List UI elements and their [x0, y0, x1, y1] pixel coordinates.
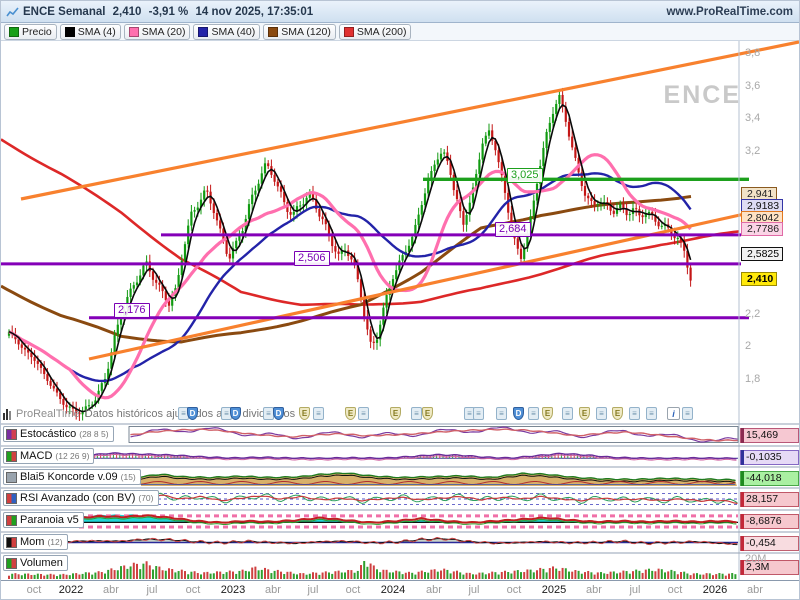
event-icon-report[interactable]: ≡ — [358, 407, 369, 420]
event-icon-report[interactable]: ≡ — [629, 407, 640, 420]
prorealtime-window: ENCE Semanal 2,410 -3,91 % 14 nov 2025, … — [0, 0, 800, 600]
indicator-name: Blai5 Koncorde v.09 — [20, 471, 118, 483]
indicator-label-paranoia[interactable]: Paranoia v5 — [3, 512, 84, 528]
value-pill-bar — [741, 471, 744, 486]
value-pill-bar — [741, 560, 744, 575]
xaxis-label-2026[interactable]: 2026 — [703, 584, 727, 596]
value-pill-bar — [741, 450, 744, 465]
indicator-value-paranoia: -8,6876 — [740, 514, 799, 529]
indicator-icon — [6, 429, 17, 440]
indicator-icon — [6, 537, 17, 548]
volume-grid-label: 20M — [745, 553, 766, 565]
event-icon-report[interactable]: ≡ — [496, 407, 507, 420]
price-axis-label: 3,8 — [745, 47, 760, 59]
sma-line-200 — [1, 139, 739, 304]
xaxis-label-oct[interactable]: oct — [668, 584, 683, 596]
indicator-name: MACD — [20, 450, 52, 462]
xaxis-label-abr[interactable]: abr — [586, 584, 602, 596]
xaxis-label-oct[interactable]: oct — [507, 584, 522, 596]
price-pill-2_7786: 2,7786 — [741, 222, 783, 236]
value-pill-bar — [741, 428, 744, 443]
indicator-params: (12) — [47, 537, 62, 547]
indicator-params: (28 8 5) — [79, 429, 108, 439]
price-pill-2_5825: 2,5825 — [741, 247, 783, 261]
indicator-value-koncorde: -44,018 — [740, 471, 799, 486]
indicator-label-volume[interactable]: Volumen — [3, 555, 68, 571]
line-value-label[interactable]: 2,684 — [495, 222, 531, 237]
indicator-value-macd: -0,1035 — [740, 450, 799, 465]
xaxis-label-jul[interactable]: jul — [468, 584, 479, 596]
indicator-value-stoch: 15,469 — [740, 428, 799, 443]
event-icon-report[interactable]: ≡ — [646, 407, 657, 420]
value-pill-bar — [741, 514, 744, 529]
trendline-upper — [21, 42, 799, 199]
xaxis-label-abr[interactable]: abr — [747, 584, 763, 596]
indicator-params: (12 26 9) — [55, 451, 89, 461]
price-axis-label: 3,4 — [745, 112, 760, 124]
indicator-name: Mom — [20, 536, 44, 548]
indicator-value-mom: -0,454 — [740, 536, 799, 551]
price-axis-label: 3,2 — [745, 145, 760, 157]
indicator-name: RSI Avanzado (con BV) — [20, 492, 135, 504]
price-axis-label: 1,8 — [745, 373, 760, 385]
chart-footnote: ProRealTime Datos históricos ajustados a… — [3, 408, 295, 420]
xaxis-separator — [1, 580, 800, 581]
event-icon-report[interactable]: ≡ — [562, 407, 573, 420]
price-axis-label: 2 — [745, 340, 751, 352]
indicator-icon — [6, 472, 17, 483]
indicator-icon — [6, 558, 17, 569]
indicator-label-koncorde[interactable]: Blai5 Koncorde v.09(15) — [3, 469, 141, 485]
indicator-label-rsi[interactable]: RSI Avanzado (con BV)(70) — [3, 490, 159, 506]
instrument-watermark: ENCE — [664, 81, 741, 110]
xaxis-label-abr[interactable]: abr — [426, 584, 442, 596]
xaxis-label-jul[interactable]: jul — [307, 584, 318, 596]
indicator-icon — [6, 451, 17, 462]
indicator-label-mom[interactable]: Mom(12) — [3, 534, 68, 550]
xaxis-label-oct[interactable]: oct — [346, 584, 361, 596]
xaxis-label-2022[interactable]: 2022 — [59, 584, 83, 596]
xaxis-label-abr[interactable]: abr — [265, 584, 281, 596]
event-icon-report[interactable]: ≡ — [411, 407, 422, 420]
xaxis-label-jul[interactable]: jul — [146, 584, 157, 596]
xaxis-label-oct[interactable]: oct — [27, 584, 42, 596]
line-value-label[interactable]: 3,025 — [507, 168, 543, 183]
indicator-value-rsi: 28,157 — [740, 492, 799, 507]
event-icon-report[interactable]: ≡ — [682, 407, 693, 420]
value-pill-bar — [741, 492, 744, 507]
indicator-name: Estocástico — [20, 428, 76, 440]
xaxis-label-2025[interactable]: 2025 — [542, 584, 566, 596]
indicator-label-macd[interactable]: MACD(12 26 9) — [3, 448, 94, 464]
price-axis-label: 3,6 — [745, 80, 760, 92]
indicator-params: (70) — [138, 493, 153, 503]
xaxis-label-jul[interactable]: jul — [629, 584, 640, 596]
xaxis-label-oct[interactable]: oct — [186, 584, 201, 596]
indicator-icon — [6, 515, 17, 526]
price-axis-label: 2,2 — [745, 308, 760, 320]
price-plot-layer — [1, 88, 739, 421]
info-button[interactable]: i — [667, 407, 680, 420]
prorealtime-brand: ProRealTime — [16, 408, 80, 420]
xaxis-label-2024[interactable]: 2024 — [381, 584, 405, 596]
event-icon-report[interactable]: ≡ — [473, 407, 484, 420]
event-icon-report[interactable]: ≡ — [528, 407, 539, 420]
sma-line-120 — [1, 197, 691, 343]
indicator-params: (15) — [121, 472, 136, 482]
xaxis-label-abr[interactable]: abr — [103, 584, 119, 596]
indicator-name: Volumen — [20, 557, 63, 569]
value-pill-bar — [741, 536, 744, 551]
indicator-icon — [6, 493, 17, 504]
xaxis-label-2023[interactable]: 2023 — [221, 584, 245, 596]
line-value-label[interactable]: 2,506 — [294, 251, 330, 266]
indicator-name: Paranoia v5 — [20, 514, 79, 526]
price-pill-2_410: 2,410 — [741, 272, 777, 286]
indicator-label-stoch[interactable]: Estocástico(28 8 5) — [3, 426, 114, 442]
line-value-label[interactable]: 2,176 — [114, 303, 150, 318]
event-icon-report[interactable]: ≡ — [313, 407, 324, 420]
prorealtime-logo-icon — [3, 409, 11, 420]
event-icon-report[interactable]: ≡ — [596, 407, 607, 420]
